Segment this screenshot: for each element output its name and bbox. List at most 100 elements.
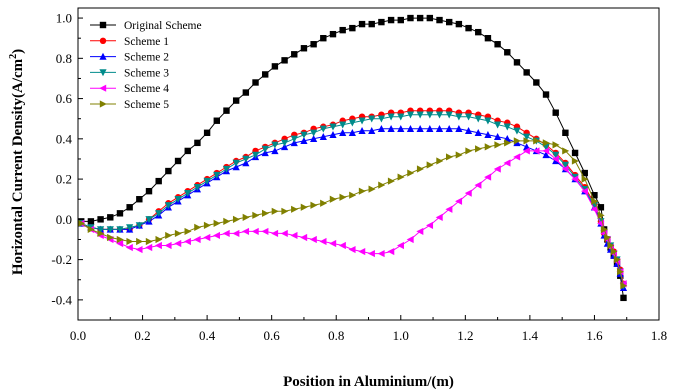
data-point: [329, 30, 337, 38]
y-tick-label: 0.8: [56, 51, 72, 66]
data-point: [339, 129, 347, 136]
data-point: [377, 115, 386, 123]
data-point: [504, 139, 512, 147]
data-point: [484, 131, 492, 139]
data-point: [513, 153, 521, 161]
data-point: [455, 124, 463, 132]
data-point: [542, 151, 550, 159]
data-point: [174, 196, 182, 204]
x-tick-label: 0.8: [328, 328, 344, 343]
x-axis-title: Position in Aluminium/(m): [283, 374, 454, 390]
legend-label: Scheme 5: [124, 99, 169, 111]
data-point: [116, 239, 124, 248]
data-point: [504, 49, 511, 56]
data-point: [387, 247, 395, 256]
data-point: [368, 115, 376, 123]
legend-label: Scheme 1: [124, 36, 169, 48]
legend-item: Scheme 2: [90, 52, 169, 64]
y-axis-title: Horizontal Current Density(A/cm2): [8, 49, 26, 275]
data-point: [542, 147, 550, 155]
data-point: [494, 141, 502, 149]
data-point: [349, 191, 357, 199]
data-point: [261, 227, 269, 236]
data-point: [116, 226, 124, 234]
data-point: [271, 141, 279, 149]
series-line: [80, 150, 624, 284]
data-point: [426, 221, 434, 229]
data-point: [125, 243, 133, 252]
y-tick-label: -0.4: [51, 292, 72, 307]
data-point: [165, 231, 173, 240]
data-point: [561, 165, 569, 173]
data-point: [261, 145, 269, 153]
data-point: [503, 123, 511, 131]
legend-marker: [99, 37, 107, 44]
data-point: [604, 233, 612, 242]
series-line: [81, 114, 624, 286]
y-tick-label: 0.4: [56, 131, 73, 146]
data-point: [581, 175, 589, 183]
data-point: [613, 256, 621, 264]
data-point: [251, 151, 260, 159]
data-point: [590, 205, 598, 213]
data-point: [300, 137, 308, 145]
data-point: [368, 185, 376, 193]
legend-label: Original Scheme: [124, 20, 202, 32]
y-tick-label: 1.0: [56, 11, 72, 26]
data-point: [184, 147, 191, 155]
data-point: [503, 159, 511, 167]
data-point: [580, 187, 588, 195]
data-point: [271, 207, 279, 215]
data-point: [232, 215, 240, 223]
data-point: [474, 181, 482, 189]
data-point: [290, 231, 298, 240]
data-point: [387, 124, 395, 132]
data-point: [591, 197, 599, 205]
data-point: [542, 91, 550, 98]
data-point: [523, 133, 531, 141]
data-point: [232, 159, 240, 167]
data-point: [533, 137, 541, 145]
data-point: [358, 117, 366, 125]
data-point: [523, 137, 531, 145]
data-point: [262, 71, 269, 78]
data-point: [358, 20, 366, 28]
legend-marker: [99, 52, 107, 60]
data-point: [368, 20, 375, 28]
data-point: [581, 169, 588, 177]
data-point: [552, 141, 560, 149]
data-point: [397, 173, 405, 181]
y-axis-title-close: ): [10, 49, 26, 54]
y-tick-label: 0.2: [56, 172, 72, 187]
data-point: [280, 139, 289, 147]
data-point: [455, 151, 463, 159]
data-point: [222, 165, 231, 173]
data-point: [126, 237, 134, 246]
data-point: [561, 161, 569, 169]
data-point: [309, 235, 317, 244]
data-point: [242, 213, 250, 221]
data-point: [494, 41, 501, 48]
data-point: [319, 125, 327, 133]
data-point: [251, 227, 259, 236]
data-point: [484, 34, 492, 42]
data-point: [484, 173, 492, 181]
x-tick-label: 0.6: [264, 328, 281, 343]
x-tick-label: 0.4: [199, 328, 216, 343]
data-point: [522, 147, 530, 155]
data-point: [416, 14, 424, 22]
data-point: [87, 225, 95, 234]
data-point: [387, 16, 395, 24]
data-point: [319, 133, 327, 141]
series-5: [78, 137, 628, 290]
data-point: [367, 249, 375, 258]
data-point: [571, 149, 579, 157]
data-point: [397, 16, 404, 24]
data-point: [145, 237, 153, 246]
data-point: [232, 229, 240, 238]
data-point: [445, 111, 453, 119]
data-point: [358, 187, 366, 195]
data-point: [242, 155, 250, 163]
data-point: [126, 224, 134, 232]
